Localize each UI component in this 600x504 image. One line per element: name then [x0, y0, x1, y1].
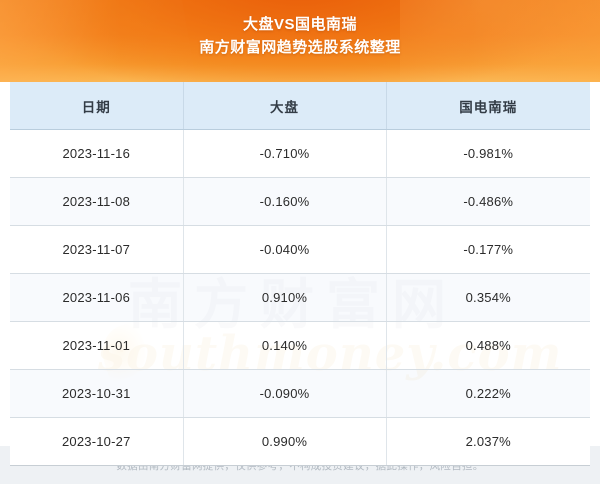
banner-title-block: 大盘VS国电南瑞 南方财富网趋势选股系统整理: [0, 0, 600, 60]
cell-market: -0.710%: [183, 129, 387, 178]
column-header-date: 日期: [10, 82, 184, 130]
cell-stock: -0.981%: [386, 129, 590, 178]
cell-market: -0.160%: [183, 177, 387, 226]
cell-stock: 0.222%: [386, 369, 590, 418]
cell-market: 0.910%: [183, 273, 387, 322]
cell-stock: 0.354%: [386, 273, 590, 322]
table-row: 2023-10-27 0.990% 2.037%: [10, 417, 590, 466]
column-header-stock: 国电南瑞: [386, 82, 590, 130]
cell-date: 2023-11-06: [10, 273, 184, 322]
cell-stock: 0.488%: [386, 321, 590, 370]
banner-title-primary: 大盘VS国电南瑞: [242, 16, 357, 33]
cell-date: 2023-11-07: [10, 225, 184, 274]
table-row: 2023-11-07 -0.040% -0.177%: [10, 225, 590, 274]
comparison-table-container: 南方财富网 southmoney.com 日期 大盘 国电南瑞 2023-11-…: [10, 82, 590, 466]
table-body: 2023-11-16 -0.710% -0.981% 2023-11-08 -0…: [10, 129, 590, 466]
cell-stock: -0.177%: [386, 225, 590, 274]
cell-date: 2023-11-01: [10, 321, 184, 370]
comparison-table: 日期 大盘 国电南瑞 2023-11-16 -0.710% -0.981% 20…: [10, 82, 590, 466]
table-row: 2023-11-08 -0.160% -0.486%: [10, 177, 590, 226]
table-row: 2023-11-06 0.910% 0.354%: [10, 273, 590, 322]
cell-date: 2023-10-27: [10, 417, 184, 466]
cell-market: -0.090%: [183, 369, 387, 418]
cell-date: 2023-10-31: [10, 369, 184, 418]
cell-stock: -0.486%: [386, 177, 590, 226]
table-row: 2023-10-31 -0.090% 0.222%: [10, 369, 590, 418]
table-header: 日期 大盘 国电南瑞: [10, 82, 590, 130]
cell-market: -0.040%: [183, 225, 387, 274]
table-header-row: 日期 大盘 国电南瑞: [10, 82, 590, 130]
column-header-market: 大盘: [183, 82, 387, 130]
table-row: 2023-11-01 0.140% 0.488%: [10, 321, 590, 370]
cell-date: 2023-11-08: [10, 177, 184, 226]
cell-market: 0.140%: [183, 321, 387, 370]
banner-title-secondary: 南方财富网趋势选股系统整理: [199, 39, 401, 56]
table-row: 2023-11-16 -0.710% -0.981%: [10, 129, 590, 178]
cell-date: 2023-11-16: [10, 129, 184, 178]
cell-stock: 2.037%: [386, 417, 590, 466]
cell-market: 0.990%: [183, 417, 387, 466]
header-banner: 大盘VS国电南瑞 南方财富网趋势选股系统整理: [0, 0, 600, 82]
